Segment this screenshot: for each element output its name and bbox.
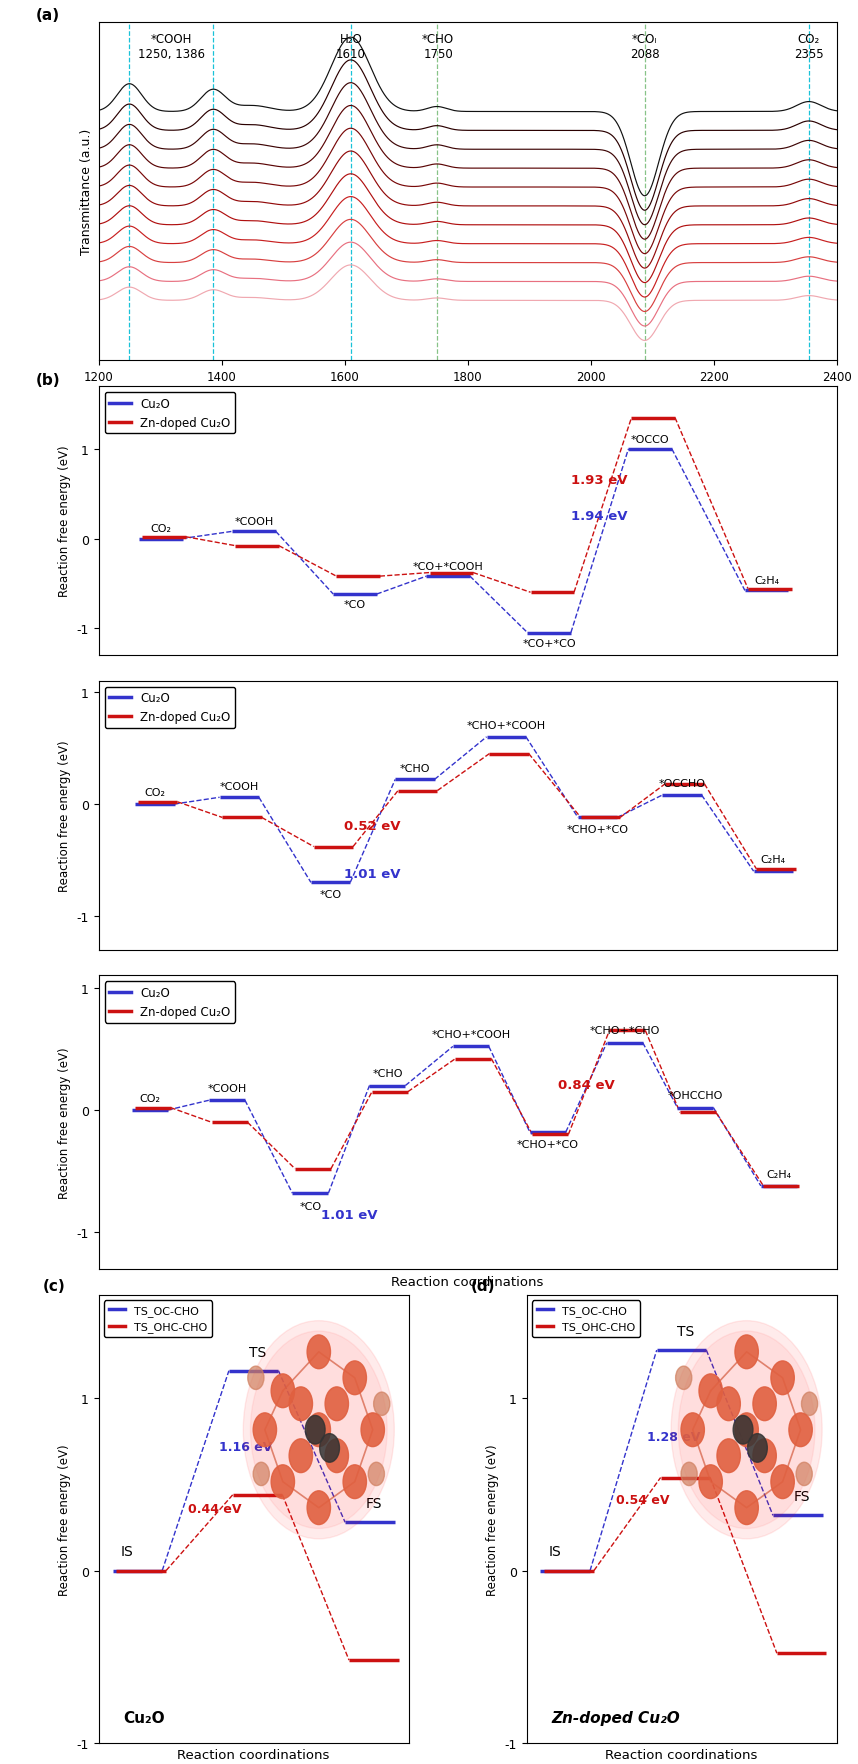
Text: 0.54 eV: 0.54 eV bbox=[616, 1494, 669, 1506]
Text: 1.01 eV: 1.01 eV bbox=[345, 868, 401, 880]
Text: *OHCCHO: *OHCCHO bbox=[668, 1090, 723, 1101]
Text: *COOH
1250, 1386: *COOH 1250, 1386 bbox=[138, 34, 205, 62]
X-axis label: Reaction coordinations: Reaction coordinations bbox=[178, 1748, 329, 1762]
Text: CO₂: CO₂ bbox=[150, 524, 172, 534]
Y-axis label: Reaction free energy (eV): Reaction free energy (eV) bbox=[58, 1046, 71, 1198]
Y-axis label: Reaction free energy (eV): Reaction free energy (eV) bbox=[486, 1443, 498, 1595]
Text: *COₗ
2088: *COₗ 2088 bbox=[630, 34, 660, 62]
Text: 1.93 eV: 1.93 eV bbox=[571, 475, 628, 487]
Text: C₂H₄: C₂H₄ bbox=[754, 575, 779, 586]
Text: C₂H₄: C₂H₄ bbox=[761, 856, 786, 864]
Text: *CHO+*COOH: *CHO+*COOH bbox=[467, 721, 546, 730]
Y-axis label: Reaction free energy (eV): Reaction free energy (eV) bbox=[58, 739, 71, 891]
X-axis label: Wavenumber (cm⁻¹): Wavenumber (cm⁻¹) bbox=[400, 390, 535, 402]
X-axis label: Reaction coordinations: Reaction coordinations bbox=[606, 1748, 758, 1762]
Text: Cu₂O: Cu₂O bbox=[124, 1709, 165, 1725]
Legend: Cu₂O, Zn-doped Cu₂O: Cu₂O, Zn-doped Cu₂O bbox=[105, 688, 235, 729]
Text: *CO: *CO bbox=[299, 1201, 322, 1210]
Text: TS: TS bbox=[249, 1344, 266, 1358]
Text: H₂O
1610: H₂O 1610 bbox=[335, 34, 366, 62]
Legend: TS_OC-CHO, TS_OHC-CHO: TS_OC-CHO, TS_OHC-CHO bbox=[532, 1300, 640, 1337]
Text: *COOH: *COOH bbox=[220, 781, 259, 790]
Text: CO₂: CO₂ bbox=[144, 789, 166, 797]
Text: CO₂: CO₂ bbox=[140, 1094, 160, 1102]
Text: (d): (d) bbox=[471, 1279, 495, 1293]
Y-axis label: Reaction free energy (eV): Reaction free energy (eV) bbox=[58, 446, 71, 596]
Text: (c): (c) bbox=[43, 1279, 65, 1293]
Text: *CO+*COOH: *CO+*COOH bbox=[413, 561, 484, 572]
Text: *CHO: *CHO bbox=[400, 764, 430, 773]
Text: *CHO: *CHO bbox=[372, 1069, 402, 1078]
Text: IS: IS bbox=[548, 1545, 561, 1559]
Text: *COOH: *COOH bbox=[234, 517, 274, 527]
Text: (a): (a) bbox=[36, 7, 60, 23]
Text: *CO: *CO bbox=[344, 600, 366, 610]
X-axis label: Reaction coordinations: Reaction coordinations bbox=[391, 1275, 544, 1288]
Legend: Cu₂O, Zn-doped Cu₂O: Cu₂O, Zn-doped Cu₂O bbox=[105, 983, 235, 1023]
Text: IS: IS bbox=[121, 1545, 134, 1559]
Text: *CO: *CO bbox=[319, 889, 341, 900]
Text: 1.01 eV: 1.01 eV bbox=[321, 1208, 378, 1221]
Text: *COOH: *COOH bbox=[208, 1083, 246, 1094]
Text: CO₂
2355: CO₂ 2355 bbox=[794, 34, 824, 62]
Text: *OCCHO: *OCCHO bbox=[658, 780, 705, 789]
Text: (b): (b) bbox=[36, 372, 61, 388]
Legend: TS_OC-CHO, TS_OHC-CHO: TS_OC-CHO, TS_OHC-CHO bbox=[104, 1300, 212, 1337]
Text: *CHO+*COOH: *CHO+*COOH bbox=[432, 1030, 511, 1039]
Text: Zn-doped Cu₂O: Zn-doped Cu₂O bbox=[552, 1709, 680, 1725]
Text: 1.28 eV: 1.28 eV bbox=[647, 1431, 700, 1443]
Text: *OCCO: *OCCO bbox=[631, 434, 669, 445]
Text: *CHO
1750: *CHO 1750 bbox=[422, 34, 454, 62]
Text: TS: TS bbox=[677, 1325, 694, 1339]
Text: 0.44 eV: 0.44 eV bbox=[188, 1503, 241, 1515]
Y-axis label: Transmittance (a.u.): Transmittance (a.u.) bbox=[80, 129, 94, 256]
Text: *CHO+*CO: *CHO+*CO bbox=[566, 826, 629, 834]
Y-axis label: Reaction free energy (eV): Reaction free energy (eV) bbox=[58, 1443, 71, 1595]
Text: 0.52 eV: 0.52 eV bbox=[345, 818, 401, 833]
Text: 1.94 eV: 1.94 eV bbox=[571, 510, 628, 522]
Text: *CHO+*CO: *CHO+*CO bbox=[517, 1140, 579, 1150]
Text: FS: FS bbox=[794, 1489, 810, 1503]
Legend: Cu₂O, Zn-doped Cu₂O: Cu₂O, Zn-doped Cu₂O bbox=[105, 393, 235, 434]
Text: *CHO+*CHO: *CHO+*CHO bbox=[589, 1027, 660, 1035]
Text: 0.84 eV: 0.84 eV bbox=[558, 1078, 614, 1092]
Text: C₂H₄: C₂H₄ bbox=[766, 1170, 791, 1178]
Text: *CO+*CO: *CO+*CO bbox=[523, 639, 576, 649]
Text: 1.16 eV: 1.16 eV bbox=[219, 1439, 272, 1454]
Text: FS: FS bbox=[366, 1496, 382, 1510]
